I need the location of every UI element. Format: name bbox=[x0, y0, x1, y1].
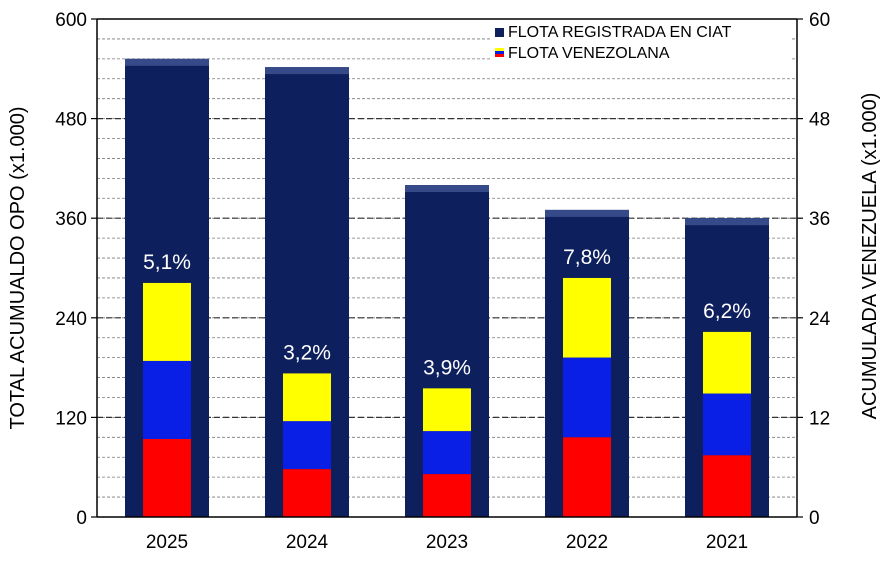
y2-tick-label: 60 bbox=[809, 10, 830, 31]
legend-swatch-venezolana-red bbox=[495, 54, 504, 57]
percent-label: 3,9% bbox=[423, 356, 471, 379]
bar-venezolana-blue bbox=[283, 421, 331, 470]
bar-top-bevel bbox=[125, 58, 209, 66]
bar-top-bevel bbox=[265, 67, 349, 75]
percent-label: 3,2% bbox=[283, 341, 331, 364]
y2-tick-label: 48 bbox=[809, 110, 830, 131]
axes: 2025 2024 2023 2022 2021 0 120 240 360 480 600 0 12 2… bbox=[55, 10, 830, 553]
y-tick-label: 600 bbox=[55, 10, 87, 31]
bar-venezolana-red bbox=[283, 469, 331, 517]
bar-venezolana-red bbox=[143, 438, 191, 517]
legend-swatch-venezolana-yellow bbox=[495, 48, 504, 51]
bar-venezolana-yellow bbox=[143, 282, 191, 361]
y2-tick-label: 12 bbox=[809, 408, 830, 429]
bar-venezolana-blue bbox=[563, 357, 611, 438]
bars bbox=[125, 58, 769, 518]
legend-label-venezolana: FLOTA VENEZOLANA bbox=[508, 45, 670, 62]
x-tick-label: 2022 bbox=[566, 532, 608, 553]
bar-venezolana-red bbox=[423, 474, 471, 517]
percent-label: 6,2% bbox=[703, 300, 751, 323]
bar-top-bevel bbox=[685, 218, 769, 226]
y-tick-label: 480 bbox=[55, 110, 87, 131]
y-tick-label: 360 bbox=[55, 209, 87, 230]
bar-venezolana-red bbox=[563, 437, 611, 517]
legend-swatch-venezolana-blue bbox=[495, 51, 504, 54]
legend: FLOTA REGISTRADA EN CIAT FLOTA VENEZOLAN… bbox=[492, 22, 792, 64]
x-tick-label: 2021 bbox=[706, 532, 748, 553]
y-axis-title: TOTAL ACUMUALDO OPO (x1.000) bbox=[7, 106, 29, 429]
legend-label-registrada: FLOTA REGISTRADA EN CIAT bbox=[508, 24, 732, 41]
percent-label: 7,8% bbox=[563, 246, 611, 269]
y2-tick-label: 0 bbox=[809, 508, 820, 529]
bar-venezolana-blue bbox=[703, 393, 751, 456]
data-labels: 5,1% 3,2% 3,9% 7,8% 6,2% bbox=[143, 246, 751, 379]
bar-venezolana-yellow bbox=[283, 373, 331, 422]
x-tick-label: 2025 bbox=[146, 532, 188, 553]
y-tick-label: 120 bbox=[55, 408, 87, 429]
bar-venezolana-yellow bbox=[703, 331, 751, 394]
bar-venezolana-yellow bbox=[563, 277, 611, 358]
y-tick-label: 240 bbox=[55, 309, 87, 330]
percent-label: 5,1% bbox=[143, 251, 191, 274]
legend-swatch-registrada bbox=[495, 28, 504, 37]
x-tick-label: 2023 bbox=[426, 532, 468, 553]
bar-venezolana-blue bbox=[143, 360, 191, 439]
y2-tick-label: 24 bbox=[809, 309, 831, 330]
bar-venezolana-yellow bbox=[423, 388, 471, 432]
x-tick-label: 2024 bbox=[286, 532, 329, 553]
bar-top-bevel bbox=[545, 209, 629, 217]
bar-venezolana-blue bbox=[423, 431, 471, 475]
bar-venezolana-red bbox=[703, 455, 751, 517]
y2-axis-title: ACUMULADA VENEZUELA (x1.000) bbox=[859, 93, 881, 420]
y2-tick-label: 36 bbox=[809, 209, 830, 230]
legend-background bbox=[492, 22, 792, 64]
bar-top-bevel bbox=[405, 185, 489, 192]
y-tick-label: 0 bbox=[76, 508, 87, 529]
